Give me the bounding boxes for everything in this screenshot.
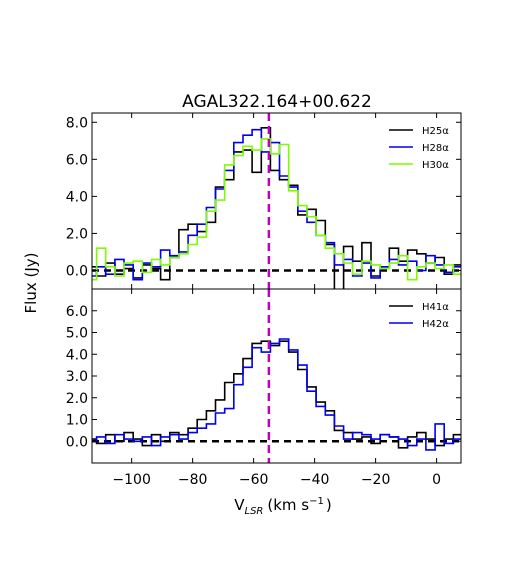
x-axis-label-subscript: LSR bbox=[245, 506, 264, 517]
x-tick-label: −100 bbox=[112, 472, 150, 488]
y-tick-label: 4.0 bbox=[66, 347, 88, 363]
y-tick-label: 8.0 bbox=[66, 115, 88, 131]
legend: H25α H28α H30α bbox=[389, 126, 449, 171]
x-tick-label: 0 bbox=[432, 472, 441, 488]
panel-series-group bbox=[92, 289, 461, 463]
x-axis-label-main: V bbox=[234, 496, 245, 514]
y-tick-label: 1.0 bbox=[66, 413, 88, 429]
x-tick-label: −60 bbox=[239, 472, 269, 488]
spectrum-line-H25α bbox=[92, 127, 461, 289]
y-tick-label: 6.0 bbox=[66, 152, 88, 168]
x-axis-label-unit-exponent: −1 bbox=[309, 496, 324, 507]
spectrum-line-H41α bbox=[92, 340, 461, 449]
y-tick-label: 5.0 bbox=[66, 326, 88, 342]
x-axis-label-unit: (km s bbox=[267, 496, 309, 514]
panel-1: 0.0 2.0 4.0 6.0 8.0 H25α H28α H30α bbox=[66, 112, 462, 290]
spectrum-line-H30α bbox=[92, 138, 461, 281]
legend-label-H25α: H25α bbox=[422, 126, 449, 137]
plot-area: 0.0 2.0 4.0 6.0 8.0 H25α H28α H30α 0.0 1.0 2.0 3.0 4… bbox=[66, 112, 462, 488]
legend-label-H30α: H30α bbox=[422, 160, 449, 171]
x-axis-label-unit-end: ) bbox=[326, 496, 332, 514]
legend-label-H41α: H41α bbox=[422, 302, 449, 313]
y-axis-label: Flux (Jy) bbox=[22, 253, 40, 314]
chart-title: AGAL322.164+00.622 bbox=[182, 92, 372, 112]
y-tick-label: 3.0 bbox=[66, 369, 88, 385]
panel-series-group bbox=[92, 113, 461, 289]
spectrum-line-H42α bbox=[92, 338, 461, 451]
y-tick-label: 2.0 bbox=[66, 226, 88, 242]
legend-label-H28α: H28α bbox=[422, 143, 449, 154]
y-tick-label: 6.0 bbox=[66, 304, 88, 320]
y-tick-label: 0.0 bbox=[66, 434, 88, 450]
spectrum-line-H28α bbox=[92, 128, 461, 281]
y-tick-label: 2.0 bbox=[66, 391, 88, 407]
y-tick-label: 0.0 bbox=[66, 263, 88, 279]
x-axis-label: VLSR (km s−1) bbox=[234, 496, 331, 517]
x-tick-label: −80 bbox=[178, 472, 208, 488]
x-tick-label: −20 bbox=[361, 472, 391, 488]
legend: H41α H42α bbox=[389, 302, 449, 330]
y-tick-label: 4.0 bbox=[66, 189, 88, 205]
panel-2: 0.0 1.0 2.0 3.0 4.0 5.0 6.0 H41α H42α bbox=[66, 288, 462, 464]
x-tick-label: −40 bbox=[300, 472, 330, 488]
legend-label-H42α: H42α bbox=[422, 319, 449, 330]
